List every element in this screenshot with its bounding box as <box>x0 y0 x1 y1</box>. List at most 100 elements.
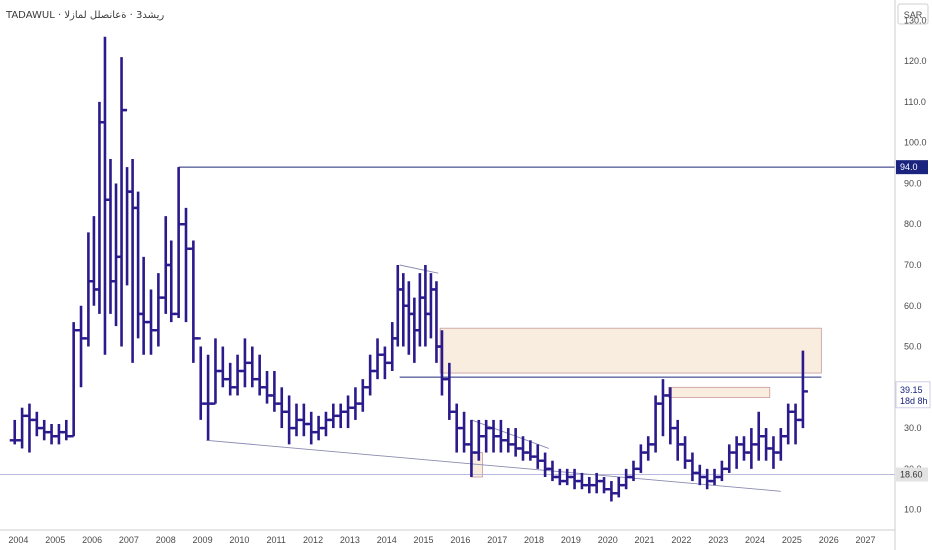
resistance-price-tag: 94.0 <box>900 162 918 172</box>
ohlc-bar <box>540 452 551 477</box>
ohlc-bar <box>39 419 50 441</box>
ohlc-bar <box>306 411 317 445</box>
ohlc-bar <box>576 472 587 490</box>
currency-label: SAR <box>904 10 923 20</box>
ohlc-bar <box>195 337 206 420</box>
y-tick-label: 120.0 <box>904 56 927 66</box>
ohlc-bar <box>343 395 354 429</box>
ohlc-bar <box>392 265 403 347</box>
y-tick-label: 30.0 <box>904 423 922 433</box>
y-tick-label: 50.0 <box>904 342 922 352</box>
ohlc-bar <box>284 395 295 445</box>
x-tick-label: 2021 <box>635 535 655 545</box>
x-tick-label: 2020 <box>598 535 618 545</box>
x-tick-label: 2013 <box>340 535 360 545</box>
x-tick-label: 2022 <box>671 535 691 545</box>
ohlc-bar <box>687 452 698 482</box>
ohlc-bar <box>24 403 35 453</box>
ohlc-bar <box>783 403 794 445</box>
ohlc-bar <box>83 232 94 347</box>
y-tick-label: 110.0 <box>904 97 926 107</box>
ohlc-bar <box>716 460 727 482</box>
ohlc-bar <box>365 354 376 396</box>
ohlc-bar <box>495 419 506 453</box>
ohlc-bar <box>188 240 199 363</box>
ohlc-bar <box>116 57 127 347</box>
ohlc-bar <box>111 183 122 327</box>
y-tick-label: 130.0 <box>904 15 927 25</box>
ohlc-bar <box>643 436 654 461</box>
ohlc-bar <box>262 371 273 404</box>
trend-line <box>471 419 549 449</box>
ohlc-bar <box>180 207 191 323</box>
x-tick-label: 2027 <box>856 535 876 545</box>
ohlc-bar <box>372 338 383 380</box>
x-tick-label: 2007 <box>119 535 139 545</box>
ohlc-bar <box>153 273 164 347</box>
x-tick-label: 2008 <box>156 535 176 545</box>
ohlc-bar <box>138 256 149 355</box>
ohlc-bar <box>68 322 79 438</box>
ohlc-bar <box>459 411 470 453</box>
x-tick-label: 2011 <box>267 535 286 545</box>
symbol-title: TADAWUL · ريشد3 · ةعانصلل لمازلا <box>5 10 164 21</box>
x-tick-label: 2023 <box>708 535 728 545</box>
ohlc-bar <box>591 472 602 494</box>
y-tick-label: 10.0 <box>904 505 922 515</box>
ohlc-bar <box>403 281 414 355</box>
currency-box[interactable] <box>897 3 929 25</box>
ohlc-bar <box>298 403 309 437</box>
ohlc-bar <box>761 428 772 461</box>
ohlc-bar <box>481 419 492 453</box>
x-tick-label: 2010 <box>229 535 249 545</box>
ohlc-bar <box>225 362 236 396</box>
ohlc-bar <box>702 468 713 490</box>
ohlc-bar <box>599 477 610 494</box>
ohlc-bar <box>17 407 28 449</box>
ohlc-bar <box>672 419 683 461</box>
ohlc-bar <box>746 428 757 469</box>
ohlc-bar <box>31 411 42 437</box>
y-tick-label: 90.0 <box>904 178 922 188</box>
ohlc-bar <box>731 436 742 469</box>
x-tick-label: 2024 <box>745 535 765 545</box>
ohlc-bar <box>414 273 425 347</box>
y-tick-label: 80.0 <box>904 219 922 229</box>
trend-line <box>206 439 781 492</box>
support-price-tag: 18.60 <box>900 470 923 480</box>
x-tick-label: 2014 <box>377 535 397 545</box>
price-axis[interactable]: SAR 10.020.030.040.050.060.070.080.090.0… <box>894 0 929 550</box>
ohlc-bar <box>269 371 280 412</box>
supply-zone <box>439 327 822 374</box>
ohlc-bar <box>420 265 431 347</box>
ohlc-bar <box>398 273 409 347</box>
time-axis[interactable]: 2004 2005 2006 2007 2008 2009 2010 2011 2012 2013… <box>0 529 895 545</box>
current-price-tag-bg <box>895 381 931 409</box>
ohlc-bar <box>606 481 617 502</box>
x-tick-label: 2016 <box>450 535 470 545</box>
x-tick-label: 2009 <box>193 535 213 545</box>
ohlc-bar <box>387 322 398 371</box>
ohlc-bar <box>232 354 243 396</box>
y-tick-label: 70.0 <box>904 260 922 270</box>
ohlc-bar <box>146 289 157 355</box>
ohlc-bar <box>105 159 116 314</box>
ohlc-bar <box>335 403 346 429</box>
ohlc-bar <box>173 167 184 318</box>
ohlc-bar <box>320 411 331 437</box>
ohlc-bar <box>532 444 543 469</box>
x-tick-label: 2012 <box>303 535 323 545</box>
ohlc-bar <box>46 424 57 445</box>
ohlc-bar <box>724 444 735 473</box>
x-tick-label: 2019 <box>561 535 581 545</box>
ohlc-bar <box>357 379 368 412</box>
ohlc-bar <box>88 216 99 306</box>
y-tick-label: 100.0 <box>904 138 927 148</box>
ohlc-bar <box>247 346 258 388</box>
ohlc-bar <box>127 159 138 363</box>
x-tick-label: 2006 <box>82 535 102 545</box>
ohlc-bar <box>775 428 786 461</box>
ohlc-bar <box>657 379 668 437</box>
